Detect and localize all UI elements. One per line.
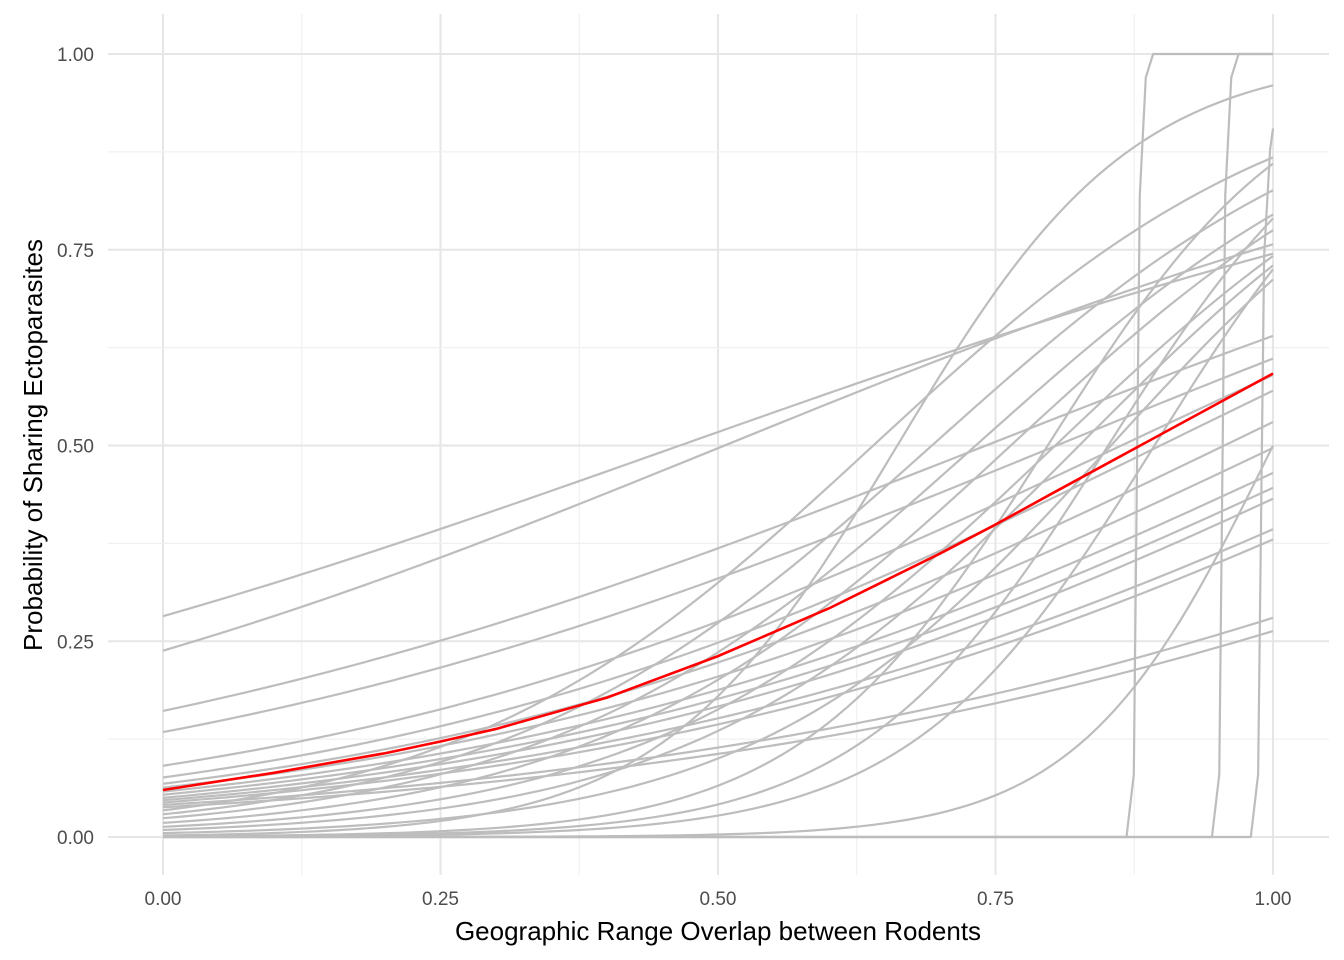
x-tick-label: 0.50 [700,889,737,910]
posterior-draw-line [162,334,1274,713]
y-tick-labels: 0.00 0.25 0.50 0.75 1.00 [57,45,94,849]
posterior-draw-line [162,421,1274,785]
posterior-draw-line [162,278,1274,835]
y-tick-label: 0.25 [57,632,94,653]
mean-line-group [162,372,1274,792]
posterior-draw-line [162,389,1274,779]
posterior-draw-line [163,128,1275,839]
x-axis-title: Geographic Range Overlap between Rodents [455,916,981,946]
posterior-draw-line [162,252,1274,618]
y-tick-label: 1.00 [57,45,94,66]
y-tick-label: 0.00 [57,828,94,849]
x-tick-labels: 0.00 0.25 0.50 0.75 1.00 [145,889,1292,910]
x-tick-label: 1.00 [1255,889,1292,910]
mean-line [162,372,1274,792]
posterior-draw-line [162,528,1274,802]
posterior-draw-line [162,357,1274,734]
y-axis-title: Probability of Sharing Ectoparasites [18,239,48,651]
posterior-draw-line [162,255,1274,828]
posterior-draw-line [162,189,1274,816]
posterior-draw-line [162,471,1274,793]
posterior-draw-line [162,243,1274,652]
posterior-draw-line [162,497,1274,799]
x-tick-label: 0.25 [422,889,459,910]
y-tick-label: 0.50 [57,437,94,458]
posterior-draw-line [162,616,1274,806]
posterior-draw-line [162,84,1274,837]
posterior-draw-line [162,486,1274,796]
posterior-draw-line [162,213,1274,820]
y-tick-label: 0.75 [57,241,94,262]
posterior-draw-lines [162,52,1275,839]
x-tick-label: 0.00 [145,889,182,910]
posterior-draw-line [162,264,1274,832]
posterior-draw-line [162,156,1274,812]
x-tick-label: 0.75 [977,889,1014,910]
posterior-draw-line [162,229,1274,825]
posterior-draw-line [162,446,1274,789]
grid [108,14,1329,875]
